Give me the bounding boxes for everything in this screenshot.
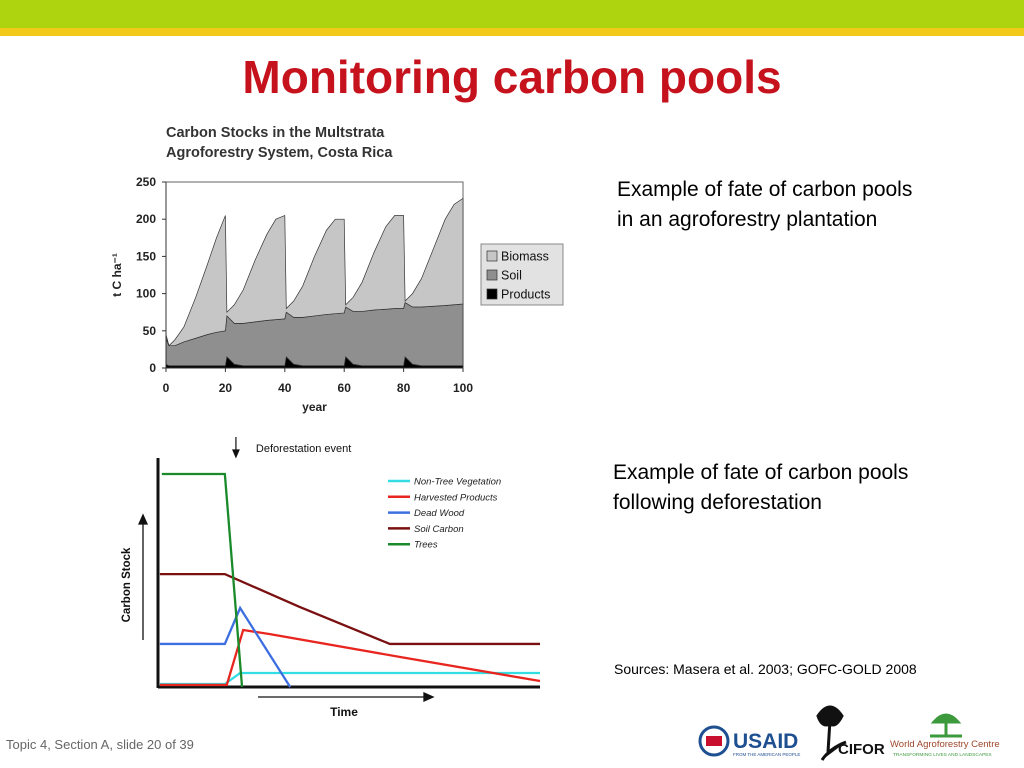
x-tick-label: 100 (453, 381, 473, 395)
icraf-logo: World Agroforestry Centre (890, 739, 1000, 750)
y-tick-label: 200 (136, 212, 156, 226)
x-tick-label: 60 (338, 381, 352, 395)
legend-swatch (486, 250, 498, 262)
sources: Sources: Masera et al. 2003; GOFC-GOLD 2… (614, 661, 917, 677)
legend-label: Products (501, 288, 550, 302)
icraf-icon (930, 713, 962, 738)
y-tick-label: 0 (149, 361, 156, 375)
usaid-logo: USAID (733, 730, 798, 753)
y-arrow (137, 513, 149, 640)
top-stripe (0, 28, 1024, 36)
legend-label: Soil (501, 269, 522, 283)
x-tick-label: 0 (163, 381, 170, 395)
x-axis-label: year (302, 400, 327, 414)
legend-swatch (486, 269, 498, 281)
y-tick-label: 100 (136, 287, 156, 301)
footer: Topic 4, Section A, slide 20 of 39 (6, 737, 194, 752)
slide-title: Monitoring carbon pools (242, 51, 782, 103)
line (159, 671, 540, 686)
legend-label: Trees (414, 540, 438, 551)
usaid-seal-stripes (706, 736, 722, 746)
legend-label: Dead Wood (414, 508, 465, 519)
annotation-arrow (232, 437, 240, 459)
y-axis-label: Carbon Stock (121, 547, 133, 622)
usaid-tagline: FROM THE AMERICAN PEOPLE (733, 752, 800, 757)
cifor-logo: CIFOR (838, 741, 885, 758)
x-tick-label: 40 (278, 381, 292, 395)
annotation: Deforestation event (256, 443, 351, 455)
x-arrow (258, 691, 435, 703)
y-axis-label: t C ha⁻¹ (110, 253, 124, 297)
legend-swatch (486, 288, 498, 300)
x-tick-label: 80 (397, 381, 411, 395)
legend-label: Harvested Products (414, 492, 498, 503)
icraf-tagline: TRANSFORMING LIVES AND LANDSCAPES (893, 752, 992, 758)
line (159, 605, 292, 688)
y-tick-label: 150 (136, 249, 156, 263)
line (161, 472, 244, 688)
x-tick-label: 20 (219, 381, 233, 395)
caption: Example of fate of carbon pools in an ag… (617, 178, 913, 231)
top-bar (0, 0, 1024, 28)
y-tick-label: 250 (136, 175, 156, 189)
y-tick-label: 50 (143, 324, 157, 338)
x-axis-label: Time (330, 705, 358, 719)
area (165, 197, 464, 347)
legend-label: Non-Tree Vegetation (414, 477, 501, 488)
caption: Example of fate of carbon pools followin… (613, 461, 909, 514)
legend-label: Biomass (501, 250, 549, 264)
cifor-tree (816, 705, 847, 761)
line (159, 572, 540, 646)
legend-label: Soil Carbon (414, 524, 464, 535)
line (159, 628, 541, 687)
chart-title: Carbon Stocks in the Multstrata Agrofore… (166, 125, 393, 161)
